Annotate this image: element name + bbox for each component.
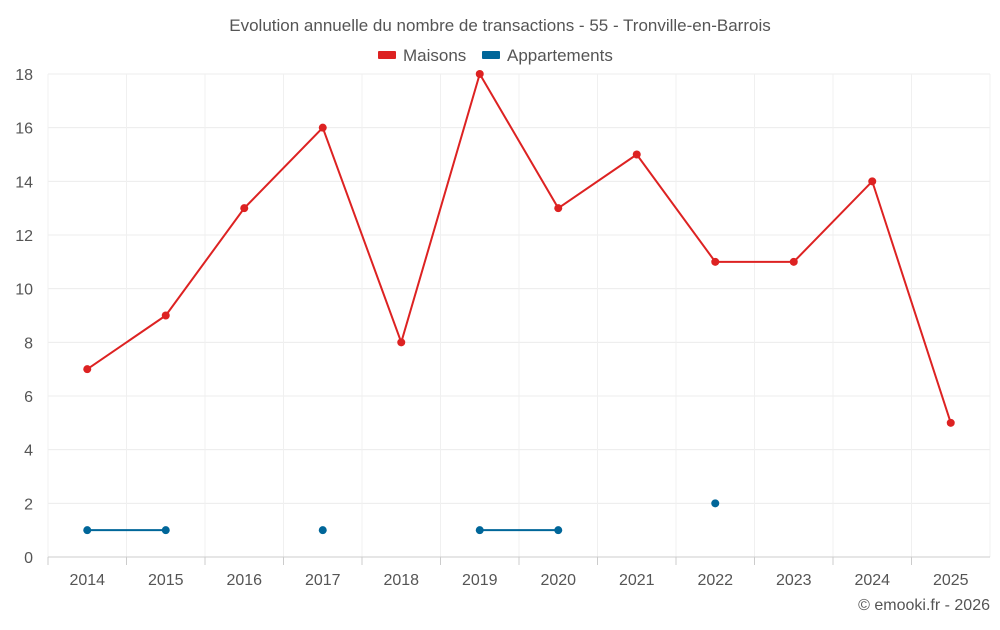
y-tick-label: 4 xyxy=(24,443,33,460)
y-tick-label: 8 xyxy=(24,335,33,352)
data-point xyxy=(83,526,92,535)
x-tick-label: 2025 xyxy=(933,572,969,589)
x-tick-label: 2024 xyxy=(854,572,890,589)
x-tick-label: 2020 xyxy=(540,572,576,589)
data-point xyxy=(318,123,327,132)
series-line xyxy=(86,71,952,424)
data-point xyxy=(240,204,249,213)
x-tick-label: 2022 xyxy=(697,572,733,589)
x-tick-label: 2019 xyxy=(462,572,498,589)
x-tick-label: 2015 xyxy=(148,572,184,589)
data-point xyxy=(711,499,720,508)
data-point xyxy=(554,526,563,535)
legend: Maisons Appartements xyxy=(378,46,613,65)
data-point xyxy=(397,338,406,347)
y-tick-label: 0 xyxy=(24,550,33,567)
y-tick-label: 6 xyxy=(24,389,33,406)
data-point xyxy=(868,177,877,186)
y-tick-label: 2 xyxy=(24,496,33,513)
legend-label-maisons: Maisons xyxy=(403,46,466,65)
data-point xyxy=(711,257,720,266)
data-point xyxy=(161,311,170,320)
data-point xyxy=(554,204,563,213)
series-maisons xyxy=(83,70,955,427)
data-point xyxy=(632,150,641,159)
series-appartements xyxy=(83,499,720,535)
x-tick-label: 2014 xyxy=(69,572,105,589)
data-point xyxy=(318,526,327,535)
y-tick-label: 16 xyxy=(15,121,33,138)
legend-label-appartements: Appartements xyxy=(507,46,613,65)
legend-swatch-maisons xyxy=(378,51,396,59)
series xyxy=(83,70,955,535)
data-point xyxy=(789,257,798,266)
credit: © emooki.fr - 2026 xyxy=(858,597,990,614)
x-tick-label: 2018 xyxy=(383,572,419,589)
x-tick-label: 2017 xyxy=(305,572,341,589)
data-point xyxy=(161,526,170,535)
x-tick-label: 2021 xyxy=(619,572,655,589)
data-point xyxy=(475,70,484,78)
data-point xyxy=(83,365,92,374)
data-point xyxy=(946,418,955,427)
chart-title: Evolution annuelle du nombre de transact… xyxy=(229,16,770,35)
x-tick-label: 2016 xyxy=(226,572,262,589)
axes: 0 2 4 6 8 10 12 14 16 18 2014 2015 2016 2017 2018 2019 2… xyxy=(15,67,990,589)
y-tick-label: 14 xyxy=(15,174,33,191)
grid xyxy=(47,73,991,557)
x-tick-label: 2023 xyxy=(776,572,812,589)
y-tick-label: 12 xyxy=(15,228,33,245)
y-tick-label: 18 xyxy=(15,67,33,84)
data-point xyxy=(475,526,484,535)
y-tick-label: 10 xyxy=(15,282,33,299)
legend-swatch-appartements xyxy=(482,51,500,59)
